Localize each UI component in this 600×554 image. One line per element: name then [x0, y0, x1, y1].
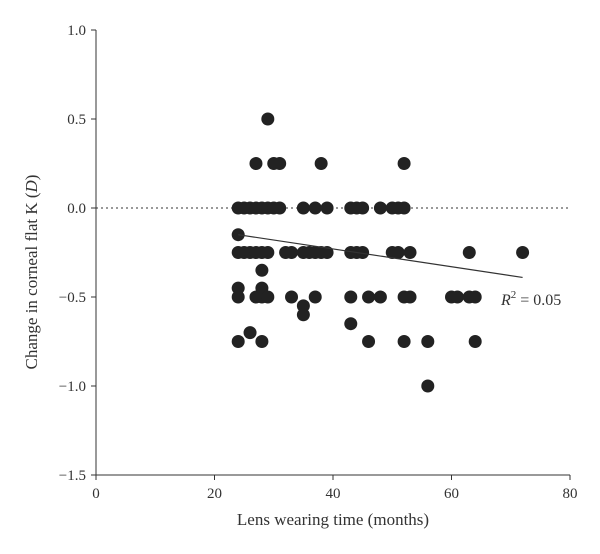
data-point — [308, 201, 322, 215]
data-point — [344, 290, 358, 304]
data-point — [308, 290, 322, 304]
x-ticks: 0 20 40 60 80 — [92, 475, 578, 502]
data-point — [362, 335, 376, 348]
data-point — [314, 157, 328, 170]
x-tick-label: 80 — [563, 486, 578, 502]
data-point — [403, 246, 417, 259]
data-point — [255, 335, 269, 348]
x-tick-label: 60 — [444, 486, 459, 502]
data-point — [320, 201, 334, 215]
data-point — [391, 246, 405, 259]
x-tick-label: 0 — [92, 486, 100, 502]
y-tick-label: 0.0 — [67, 201, 86, 217]
data-point — [450, 290, 464, 304]
data-point — [516, 246, 530, 259]
x-axis-title: Lens wearing time (months) — [237, 510, 429, 529]
data-point — [273, 157, 287, 170]
y-tick-label: −1.0 — [59, 379, 86, 395]
y-ticks: 1.0 0.5 0.0 −0.5 −1.0 −1.5 — [59, 23, 96, 484]
data-point — [296, 299, 310, 313]
data-point — [296, 308, 310, 322]
data-point — [462, 246, 476, 259]
data-point — [231, 290, 245, 304]
data-point — [421, 335, 435, 348]
y-axis-title: Change in corneal flat K (D) — [22, 175, 41, 370]
data-point — [231, 281, 245, 295]
data-point — [397, 201, 411, 215]
data-point — [397, 335, 411, 348]
data-point — [320, 246, 334, 259]
data-point — [362, 290, 376, 304]
y-tick-label: 1.0 — [67, 23, 86, 39]
data-point — [403, 290, 417, 304]
trendline — [238, 234, 523, 279]
data-point — [261, 246, 275, 259]
r-squared-annotation: R2 = 0.05 — [500, 289, 561, 309]
data-point — [285, 290, 299, 304]
data-point — [356, 201, 370, 215]
x-tick-label: 40 — [326, 486, 341, 502]
data-point — [261, 290, 275, 304]
data-point — [468, 335, 482, 348]
data-point — [273, 201, 287, 215]
data-point — [249, 157, 263, 170]
data-point — [255, 263, 269, 277]
data-point — [373, 201, 387, 215]
data-point — [421, 379, 435, 393]
data-point — [261, 112, 275, 126]
data-point — [468, 290, 482, 304]
data-point — [296, 201, 310, 215]
data-point — [373, 290, 387, 304]
y-tick-label: −1.5 — [59, 468, 86, 484]
y-tick-label: −0.5 — [59, 290, 86, 306]
data-point — [397, 157, 411, 170]
data-points — [231, 112, 530, 393]
y-tick-label: 0.5 — [67, 112, 86, 128]
data-point — [243, 326, 257, 340]
data-point — [231, 335, 245, 348]
x-tick-label: 20 — [207, 486, 222, 502]
data-point — [344, 317, 358, 331]
data-point — [356, 246, 370, 259]
data-point — [285, 246, 299, 259]
